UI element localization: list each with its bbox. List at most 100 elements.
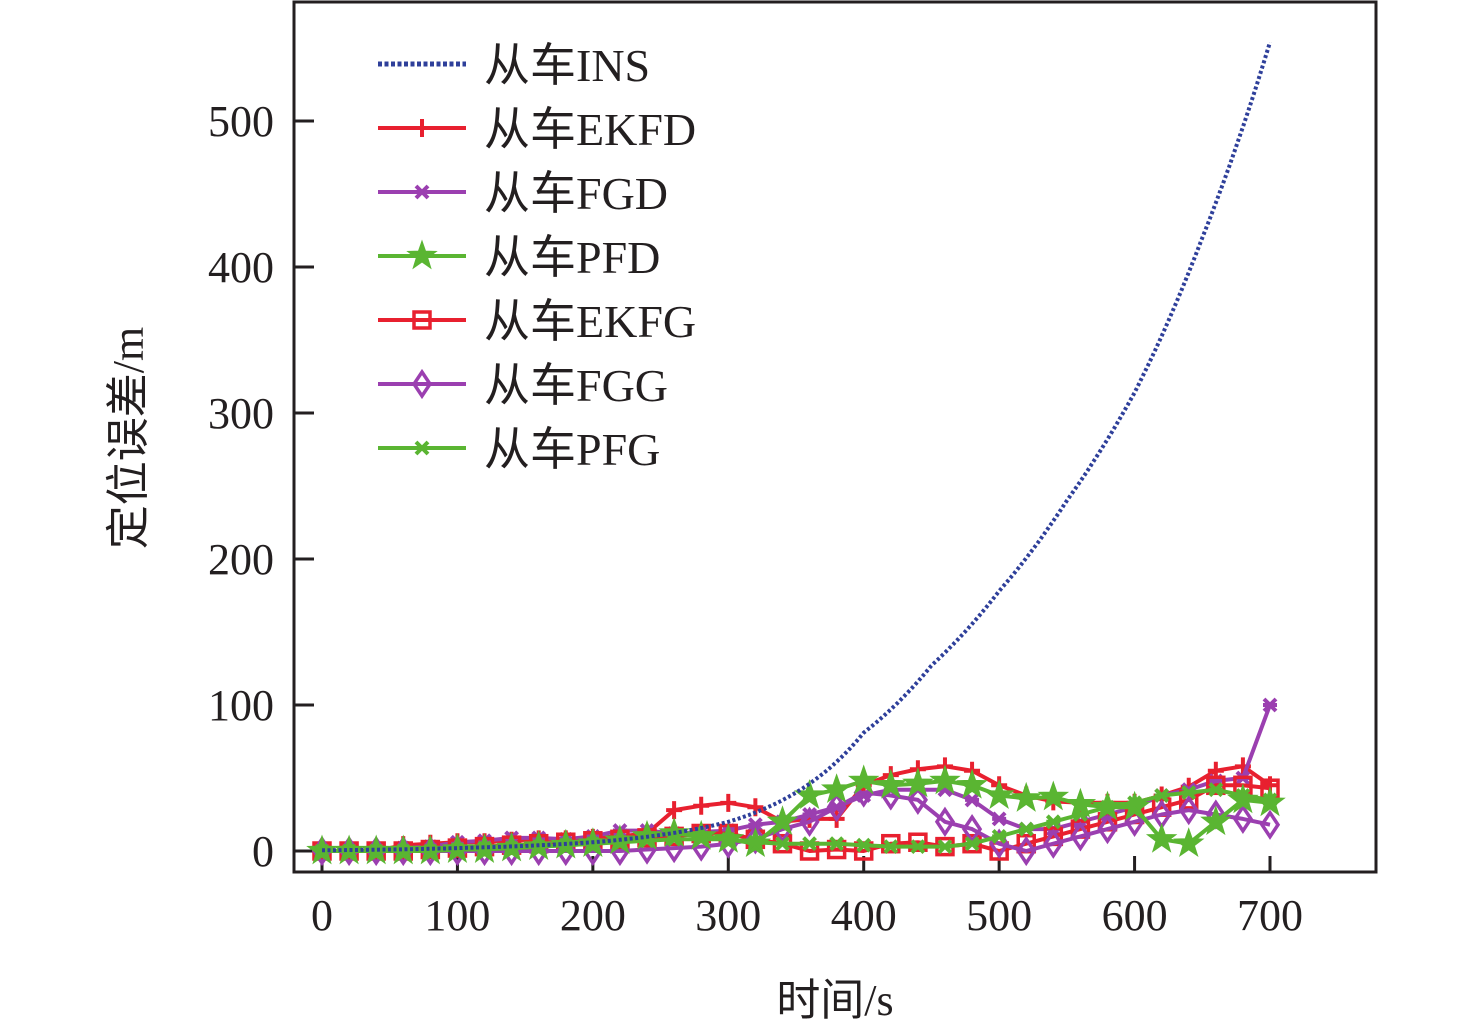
- series-从车INS: [321, 41, 1272, 853]
- legend-marker: [412, 310, 432, 330]
- data-point: [1232, 803, 1254, 835]
- data-point: [956, 768, 988, 799]
- data-point: [693, 831, 709, 847]
- data-point: [1262, 697, 1278, 713]
- legend-item: 从车FGG: [378, 360, 668, 411]
- y-tick-label: 100: [208, 681, 274, 730]
- data-point: [875, 768, 907, 799]
- data-point: [937, 839, 953, 855]
- data-point: [847, 764, 880, 795]
- data-point: [720, 831, 736, 847]
- data-point: [1206, 775, 1226, 796]
- legend-marker: [406, 239, 438, 270]
- plot-border: [292, 0, 1378, 874]
- x-tick-label: 300: [695, 891, 761, 940]
- legend-label: 从车EKFG: [484, 296, 696, 347]
- legend: 从车INS 从车EKFD 从车FGD 从车PFD 从车EKFG 从车FGG 从车PFG: [378, 40, 696, 475]
- x-tick-label: 500: [966, 891, 1032, 940]
- legend-item: 从车PFG: [378, 424, 660, 475]
- x-axis-ticks: 0 100 200 300 400 500 600 700: [311, 856, 1303, 940]
- y-tick-label: 400: [208, 243, 274, 292]
- data-point: [1173, 827, 1205, 858]
- data-point: [314, 843, 330, 859]
- legend-item: 从车INS: [378, 40, 650, 91]
- x-tick-label: 200: [560, 891, 626, 940]
- data-point: [775, 836, 790, 852]
- data-point: [799, 806, 820, 837]
- data-point: [1043, 828, 1064, 859]
- data-point: [1200, 805, 1232, 836]
- data-point: [1118, 790, 1151, 821]
- data-point: [991, 811, 1007, 827]
- data-point: [395, 843, 411, 859]
- legend-marker: [414, 440, 430, 456]
- series-line: [322, 704, 1272, 853]
- data-point: [1016, 835, 1037, 867]
- data-point: [929, 764, 961, 795]
- legend-label: 从车PFG: [484, 424, 660, 475]
- data-point: [856, 837, 872, 853]
- data-point: [881, 833, 901, 854]
- data-point: [802, 836, 817, 852]
- legend-item: 从车EKFG: [378, 296, 696, 347]
- data-point: [902, 767, 934, 798]
- data-point: [1178, 794, 1199, 826]
- data-point: [1181, 785, 1197, 801]
- data-point: [745, 824, 766, 855]
- data-point: [1259, 809, 1281, 840]
- data-point: [1262, 792, 1278, 808]
- data-point: [908, 832, 928, 852]
- data-point: [1100, 799, 1115, 815]
- data-point: [1145, 822, 1178, 853]
- legend-label: 从车EKFD: [484, 104, 696, 155]
- data-point: [829, 836, 845, 852]
- data-point: [368, 843, 384, 859]
- x-tick-label: 700: [1237, 891, 1303, 940]
- legend-marker: [414, 184, 430, 200]
- y-tick-label: 0: [252, 827, 274, 876]
- plot-frame: [292, 0, 1378, 874]
- data-point: [1010, 781, 1042, 812]
- legend-label: 从车FGG: [484, 360, 668, 411]
- data-point: [907, 784, 928, 816]
- x-tick-label: 600: [1102, 891, 1168, 940]
- data-point: [934, 806, 956, 837]
- legend-item: 从车EKFD: [378, 104, 696, 155]
- data-point: [1045, 814, 1061, 830]
- x-axis-title: 时间/s: [776, 976, 893, 1025]
- y-axis-ticks: 0 100 200 300 400 500: [208, 97, 314, 876]
- data-point: [720, 793, 737, 812]
- data-point: [1154, 788, 1170, 803]
- data-point: [826, 792, 847, 823]
- series-line: [321, 41, 1272, 853]
- data-point: [1124, 806, 1145, 837]
- data-point: [766, 805, 799, 836]
- data-point: [883, 839, 899, 855]
- data-point: [1097, 813, 1118, 845]
- y-tick-label: 500: [208, 97, 274, 146]
- data-point: [1018, 821, 1034, 837]
- data-point: [693, 796, 710, 815]
- data-point: [1235, 788, 1251, 803]
- legend-item: 从车PFD: [378, 232, 660, 283]
- data-point: [1127, 795, 1142, 811]
- data-point: [964, 836, 980, 852]
- data-point: [983, 778, 1015, 809]
- x-tick-label: 0: [311, 891, 333, 940]
- x-tick-label: 400: [831, 891, 897, 940]
- data-point: [1064, 787, 1097, 818]
- legend-label: 从车PFD: [484, 232, 660, 283]
- data-point: [1208, 782, 1224, 798]
- legend-label: 从车INS: [484, 40, 650, 91]
- data-point: [666, 801, 683, 820]
- legend-marker: [411, 368, 433, 400]
- data-point: [964, 792, 980, 808]
- data-point: [991, 828, 1007, 844]
- data-point: [820, 773, 853, 804]
- legend-marker: [414, 119, 430, 137]
- legend-item: 从车FGD: [378, 168, 668, 219]
- data-point: [1037, 780, 1070, 811]
- series-layer: [306, 41, 1286, 867]
- data-point: [910, 839, 926, 855]
